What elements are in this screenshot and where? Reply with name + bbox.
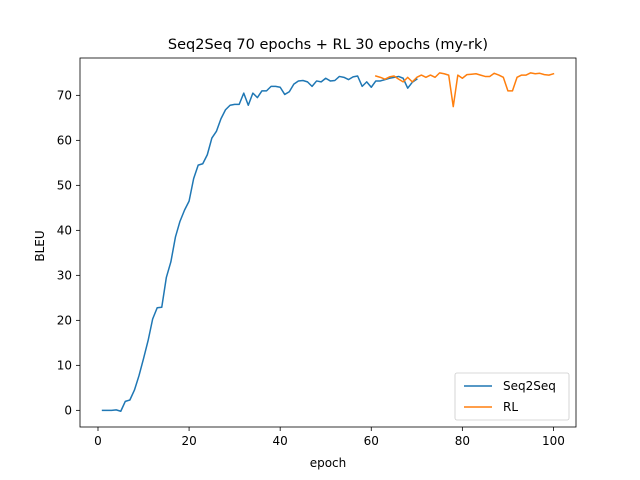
x-axis-label: epoch — [310, 456, 347, 470]
x-tick-label: 60 — [364, 434, 379, 448]
y-tick-label: 60 — [57, 133, 72, 147]
plot-frame — [79, 57, 577, 428]
chart-title: Seq2Seq 70 epochs + RL 30 epochs (my-rk) — [168, 37, 488, 53]
series-line-seq2seq — [101, 75, 418, 412]
y-tick-label: 20 — [57, 313, 72, 327]
x-tick-label: 20 — [181, 434, 196, 448]
x-tick-label: 0 — [94, 434, 102, 448]
legend-box — [454, 372, 570, 421]
x-tick-label: 80 — [455, 434, 470, 448]
legend-label-rl: RL — [503, 400, 518, 414]
x-tick-label: 100 — [542, 434, 565, 448]
y-axis-label: BLEU — [33, 230, 47, 261]
y-tick-label: 70 — [57, 88, 72, 102]
legend-label-seq2seq: Seq2Seq — [503, 379, 556, 393]
series-layer — [101, 72, 555, 412]
y-tick-label: 30 — [57, 268, 72, 282]
y-tick-label: 0 — [64, 403, 72, 417]
y-tick-label: 10 — [57, 358, 72, 372]
y-tick-label: 50 — [57, 178, 72, 192]
ticks-layer: 0 20 40 60 80 100 0 10 20 30 40 50 60 70 — [57, 88, 565, 448]
x-tick-label: 40 — [273, 434, 288, 448]
legend: Seq2Seq RL — [454, 372, 570, 421]
series-line-rl — [374, 72, 555, 108]
y-tick-label: 40 — [57, 223, 72, 237]
